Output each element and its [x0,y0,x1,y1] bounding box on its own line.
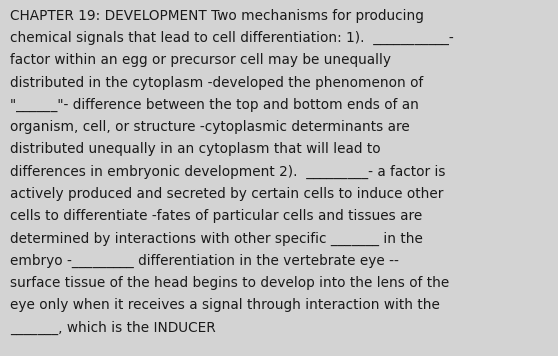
Text: eye only when it receives a signal through interaction with the: eye only when it receives a signal throu… [10,298,440,312]
Text: _______, which is the INDUCER: _______, which is the INDUCER [10,320,216,335]
Text: "______"- difference between the top and bottom ends of an: "______"- difference between the top and… [10,98,419,112]
Text: cells to differentiate -fates of particular cells and tissues are: cells to differentiate -fates of particu… [10,209,422,223]
Text: differences in embryonic development 2).  _________- a factor is: differences in embryonic development 2).… [10,164,445,179]
Text: distributed unequally in an cytoplasm that will lead to: distributed unequally in an cytoplasm th… [10,142,381,156]
Text: CHAPTER 19: DEVELOPMENT Two mechanisms for producing: CHAPTER 19: DEVELOPMENT Two mechanisms f… [10,9,424,23]
Text: chemical signals that lead to cell differentiation: 1).  ___________-: chemical signals that lead to cell diffe… [10,31,454,45]
Text: determined by interactions with other specific _______ in the: determined by interactions with other sp… [10,231,423,246]
Text: actively produced and secreted by certain cells to induce other: actively produced and secreted by certai… [10,187,444,201]
Text: embryo -_________ differentiation in the vertebrate eye --: embryo -_________ differentiation in the… [10,253,399,268]
Text: surface tissue of the head begins to develop into the lens of the: surface tissue of the head begins to dev… [10,276,449,290]
Text: distributed in the cytoplasm -developed the phenomenon of: distributed in the cytoplasm -developed … [10,76,424,90]
Text: organism, cell, or structure -cytoplasmic determinants are: organism, cell, or structure -cytoplasmi… [10,120,410,134]
Text: factor within an egg or precursor cell may be unequally: factor within an egg or precursor cell m… [10,53,391,67]
